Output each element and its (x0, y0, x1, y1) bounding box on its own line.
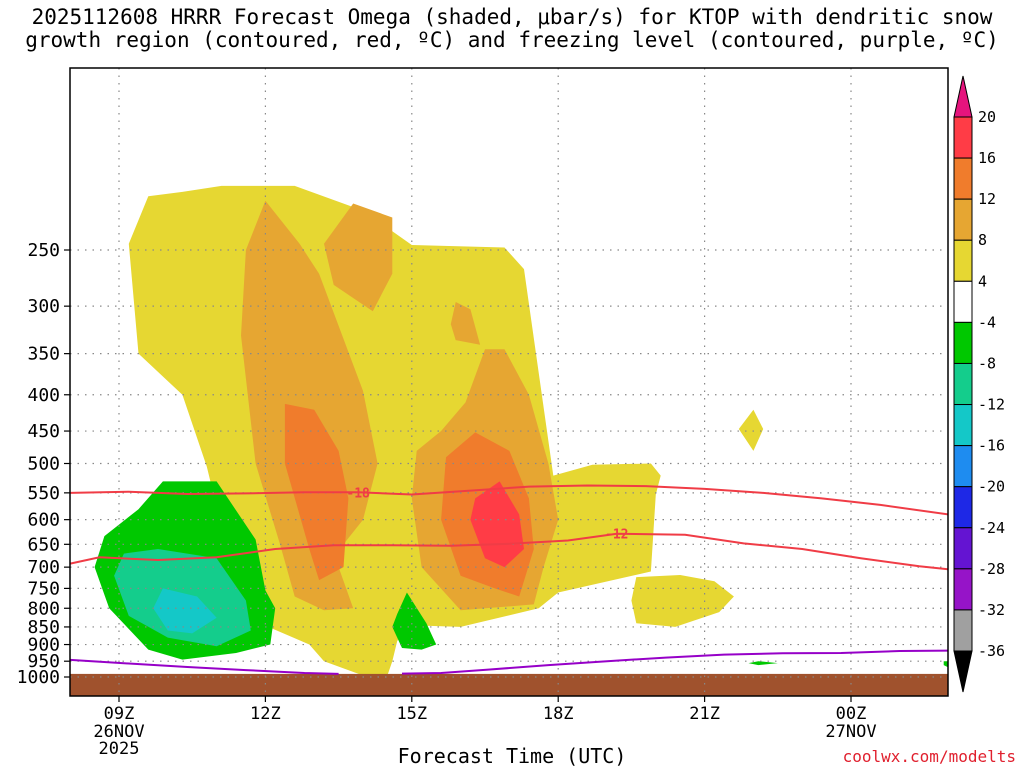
ytick-label-250: 250 (27, 240, 60, 261)
colorbar-label-12: -32 (978, 601, 1005, 619)
colorbar-label-1: 16 (978, 149, 996, 167)
omega-ge4-right (631, 575, 734, 627)
chart-title: 2025112608 HRRR Forecast Omega (shaded, … (0, 6, 1024, 52)
omega-le-4-blob1 (748, 661, 778, 666)
colorbar-swatch-8 (953, 445, 973, 488)
colorbar-label-2: 12 (978, 190, 996, 208)
title-line-2: growth region (contoured, red, ºC) and f… (25, 28, 999, 52)
axes: 2503003504004505005506006507007508008509… (17, 67, 949, 759)
omega-ge8-lobe (324, 203, 393, 312)
credit-text: coolwx.com/modelts (842, 747, 1016, 766)
colorbar-label-3: 8 (978, 231, 987, 249)
colorbar-swatch-1 (953, 157, 973, 200)
colorbar-label-0: 20 (978, 108, 996, 126)
colorbar-label-9: -20 (978, 478, 1005, 496)
ytick-label-300: 300 (27, 296, 60, 317)
omega-le-4-mid (392, 592, 437, 650)
ytick-label-750: 750 (27, 578, 60, 599)
title-line-1: 2025112608 HRRR Forecast Omega (shaded, … (31, 5, 993, 29)
xtick-label-00Z: 00Z (836, 704, 867, 724)
colorbar-label-10: -24 (978, 519, 1005, 537)
ground (70, 673, 948, 696)
ytick-label-550: 550 (27, 483, 60, 504)
ytick-label-850: 850 (27, 617, 60, 638)
dgz-minus18-line (70, 484, 948, 516)
ytick-label-450: 450 (27, 421, 60, 442)
ytick-label-500: 500 (27, 454, 60, 475)
xtick-year-09Z: 2025 (99, 739, 140, 759)
xtick-label-12Z: 12Z (250, 704, 281, 724)
colorbar-top-arrow (953, 75, 973, 118)
ytick-label-650: 650 (27, 534, 60, 555)
freezing-level-2-line (401, 649, 948, 675)
freezing-level-line (70, 658, 339, 675)
dgz-minus12-line (70, 532, 948, 571)
plot-area: -18 -12 (70, 68, 948, 696)
dgz-minus12-label: -12 (605, 528, 628, 543)
omega-ge4-diamond (738, 409, 764, 451)
colorbar-swatch-6 (953, 362, 973, 406)
colorbar-label-11: -28 (978, 560, 1005, 578)
ytick-label-350: 350 (27, 344, 60, 365)
x-axis-label: Forecast Time (UTC) (397, 744, 627, 768)
ytick-label-400: 400 (27, 385, 60, 406)
colorbar-label-4: 4 (978, 272, 987, 290)
colorbar-swatch-7 (953, 404, 973, 447)
xtick-label-18Z: 18Z (543, 704, 574, 724)
colorbar-swatch-9 (953, 486, 973, 529)
colorbar-swatch-3 (953, 239, 973, 282)
colorbar-label-13: -36 (978, 642, 1005, 660)
colorbar: 20 16 12 8 4 -4 -8 -12 -16 -20 -24 -28 -32 -36 (953, 75, 1005, 693)
ytick-label-600: 600 (27, 510, 60, 531)
xtick-date-09Z: 26NOV (93, 722, 144, 742)
colorbar-label-7: -12 (978, 396, 1005, 414)
colorbar-swatch-11 (953, 568, 973, 611)
ytick-label-700: 700 (27, 557, 60, 578)
ytick-label-800: 800 (27, 598, 60, 619)
shaded-omega: -18 -12 (70, 68, 948, 696)
colorbar-label-6: -8 (978, 354, 996, 372)
xtick-label-15Z: 15Z (396, 704, 427, 724)
colorbar-swatch-2 (953, 198, 973, 241)
colorbar-swatch-5 (953, 321, 973, 364)
ytick-label-1000: 1000 (17, 667, 60, 688)
colorbar-swatch-12 (953, 609, 973, 652)
omega-ge16-center (470, 481, 524, 568)
colorbar-label-5: -4 (978, 313, 996, 331)
omega-le-12-left (153, 588, 217, 634)
colorbar-swatch-10 (953, 527, 973, 570)
colorbar-label-8: -16 (978, 437, 1005, 455)
xtick-label-21Z: 21Z (689, 704, 720, 724)
xtick-date-00Z: 27NOV (825, 722, 876, 742)
ytick-label-950: 950 (27, 651, 60, 672)
colorbar-swatch-4 (953, 280, 973, 323)
ytick-label-900: 900 (27, 635, 60, 656)
colorbar-bottom-arrow (953, 650, 973, 693)
colorbar-swatch-0 (953, 116, 973, 159)
dgz-minus18-label: -18 (346, 486, 370, 501)
omega-ge8-small (450, 302, 481, 345)
omega-le-4-blob2 (943, 661, 948, 668)
xtick-label-09Z: 09Z (104, 704, 135, 724)
plot-frame (69, 67, 949, 697)
